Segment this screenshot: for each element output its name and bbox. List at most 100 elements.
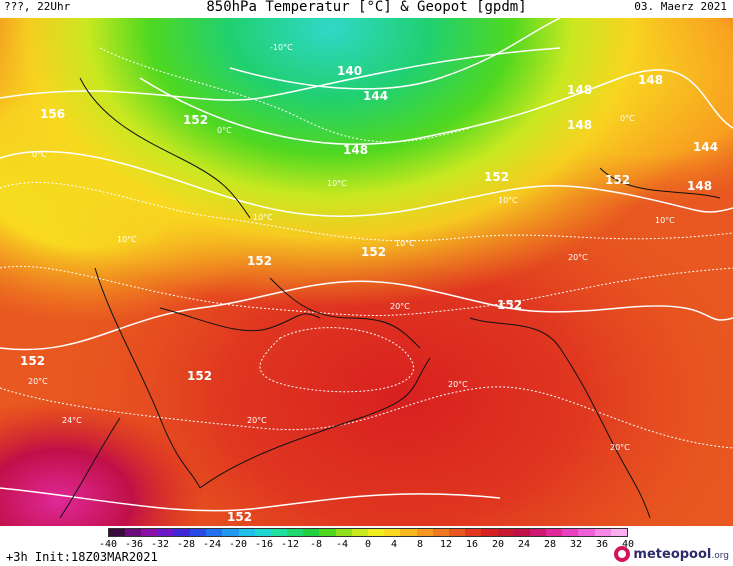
colorbar-swatch — [287, 529, 304, 536]
colorbar-swatch — [109, 529, 126, 536]
colorbar-swatch — [173, 529, 190, 536]
weather-map: 156 152 152 152 152 152 152 152 152 152 … — [0, 17, 733, 526]
colorbar-swatch — [562, 529, 579, 536]
temp-label: 0°C — [620, 114, 635, 123]
colorbar-tick-label: 16 — [465, 539, 479, 550]
footer-bar: -40 -36 -32 -28 -24 -20 -16 -12 -8 -4 0 4 8 12 16 20 24 2… — [0, 526, 733, 566]
colorbar-swatch — [189, 529, 207, 536]
temp-label: 10°C — [395, 239, 415, 248]
geopot-label: 152 — [605, 173, 630, 187]
colorbar-swatch — [578, 529, 595, 536]
colorbar-tick-label: -20 — [228, 539, 248, 550]
geopot-label: 152 — [247, 254, 272, 268]
colorbar-swatch — [270, 529, 288, 536]
geopot-label: 144 — [693, 140, 718, 154]
temp-label: 0°C — [217, 126, 232, 135]
colorbar-tick-label: 0 — [364, 539, 372, 550]
colorbar-tick-label: 24 — [517, 539, 531, 550]
colorbar-swatch — [335, 529, 352, 536]
temp-label: 20°C — [448, 380, 468, 389]
geopot-label: 148 — [567, 118, 592, 132]
temp-label: 24°C — [62, 416, 82, 425]
geopot-label: 152 — [484, 170, 509, 184]
logo-tld: .org — [711, 550, 729, 561]
colorbar-tick-label: 32 — [569, 539, 583, 550]
temperature-field: 156 152 152 152 152 152 152 152 152 152 … — [0, 17, 733, 526]
temp-label: 20°C — [247, 416, 267, 425]
geopot-label: 152 — [361, 245, 386, 259]
logo-text: meteopool.org — [633, 547, 729, 562]
init-time-label: +3h Init:18Z03MAR2021 — [6, 550, 158, 564]
colorbar-swatch — [610, 529, 627, 536]
map-title: 850hPa Temperatur [°C] & Geopot [gpdm] — [206, 0, 527, 15]
geopotential-labels: 156 152 152 152 152 152 152 152 152 152 … — [20, 64, 718, 524]
colorbar-swatch — [594, 529, 611, 536]
colorbar-swatch — [400, 529, 417, 536]
temp-label: 10°C — [498, 196, 518, 205]
geopot-label: 148 — [567, 83, 592, 97]
temp-label: 10°C — [117, 235, 137, 244]
colorbar-swatch — [384, 529, 401, 536]
colorbar-tick-label: -4 — [335, 539, 349, 550]
colorbar-tick-label: 4 — [390, 539, 398, 550]
geopot-label: 152 — [187, 369, 212, 383]
geopot-label: 152 — [227, 510, 252, 524]
colorbar-swatch — [238, 529, 255, 536]
coastlines-borders — [59, 77, 721, 519]
logo-name: meteopool — [633, 546, 712, 562]
temp-label: 10°C — [327, 179, 347, 188]
colorbar-swatch — [206, 529, 223, 536]
temperature-colorbar — [108, 528, 628, 537]
forecast-time-label: ???, 22Uhr — [4, 0, 71, 13]
colorbar-swatch — [319, 529, 336, 536]
colorbar-swatch — [157, 529, 174, 536]
colorbar-swatch — [368, 529, 385, 536]
geopotential-isolines — [0, 17, 733, 512]
colorbar-tick-label: 8 — [416, 539, 424, 550]
colorbar-swatch — [351, 529, 368, 536]
geopot-label: 144 — [363, 89, 388, 103]
colorbar-swatch — [141, 529, 158, 536]
temp-label: 20°C — [610, 443, 630, 452]
geopot-label: 152 — [183, 113, 208, 127]
colorbar-swatch — [448, 529, 466, 536]
temp-label: 10°C — [655, 216, 675, 225]
temp-label: 20°C — [568, 253, 588, 262]
colorbar-tick-label: -16 — [254, 539, 274, 550]
temp-label: 20°C — [390, 302, 410, 311]
geopot-label: 140 — [337, 64, 362, 78]
colorbar-swatch — [125, 529, 142, 536]
temperature-labels: 0°C 0°C 0°C 10°C 10°C 10°C 10°C 10°C 10°… — [28, 43, 675, 452]
meteopool-logo-icon — [614, 546, 631, 562]
colorbar-tick-label: 28 — [543, 539, 557, 550]
colorbar-ticks: -40 -36 -32 -28 -24 -20 -16 -12 -8 -4 0 4 8 12 16 20 24 2… — [99, 539, 634, 553]
geopot-label: 152 — [20, 354, 45, 368]
colorbar-tick-label: -40 — [98, 539, 118, 550]
colorbar-tick-label: 20 — [491, 539, 505, 550]
meteopool-logo: meteopool.org — [614, 544, 729, 564]
header-bar: ???, 22Uhr 850hPa Temperatur [°C] & Geop… — [0, 0, 733, 18]
temp-label: 0°C — [32, 150, 47, 159]
colorbar-swatch — [497, 529, 514, 536]
colorbar-tick-label: 36 — [595, 539, 609, 550]
temp-label: 20°C — [28, 377, 48, 386]
colorbar-tick-label: -32 — [150, 539, 170, 550]
geopot-label: 152 — [497, 298, 522, 312]
geopot-label: 148 — [343, 143, 368, 157]
geopot-label: 148 — [687, 179, 712, 193]
colorbar-tick-label: -24 — [202, 539, 222, 550]
colorbar-swatch — [303, 529, 320, 536]
colorbar-swatch — [513, 529, 530, 536]
colorbar-swatch — [529, 529, 547, 536]
colorbar-tick-label: -8 — [309, 539, 323, 550]
geopot-label: 148 — [638, 73, 663, 87]
temp-label: 10°C — [253, 213, 273, 222]
temp-label: -10°C — [270, 43, 293, 52]
colorbar-swatch — [546, 529, 563, 536]
colorbar-swatch — [416, 529, 433, 536]
colorbar-swatch — [465, 529, 482, 536]
colorbar-swatch — [481, 529, 498, 536]
colorbar-tick-label: -36 — [124, 539, 144, 550]
forecast-date: 03. Maerz 2021 — [634, 0, 727, 13]
geopot-label: 156 — [40, 107, 65, 121]
